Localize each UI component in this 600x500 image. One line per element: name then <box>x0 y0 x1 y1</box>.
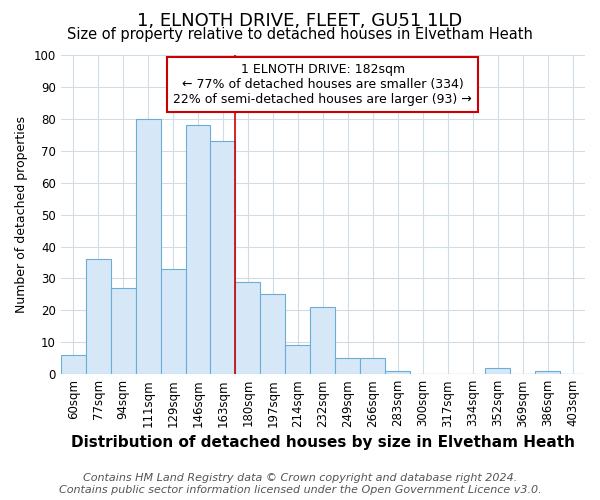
Text: Size of property relative to detached houses in Elvetham Heath: Size of property relative to detached ho… <box>67 28 533 42</box>
Text: Contains HM Land Registry data © Crown copyright and database right 2024.
Contai: Contains HM Land Registry data © Crown c… <box>59 474 541 495</box>
Bar <box>235 282 260 374</box>
Bar <box>260 294 286 374</box>
X-axis label: Distribution of detached houses by size in Elvetham Heath: Distribution of detached houses by size … <box>71 435 575 450</box>
Bar <box>360 358 385 374</box>
Y-axis label: Number of detached properties: Number of detached properties <box>15 116 28 313</box>
Bar <box>286 346 310 374</box>
Bar <box>185 125 211 374</box>
Bar <box>136 119 161 374</box>
Bar <box>61 355 86 374</box>
Bar <box>310 307 335 374</box>
Bar <box>335 358 360 374</box>
Bar <box>385 371 410 374</box>
Text: 1, ELNOTH DRIVE, FLEET, GU51 1LD: 1, ELNOTH DRIVE, FLEET, GU51 1LD <box>137 12 463 30</box>
Bar <box>161 269 185 374</box>
Bar <box>86 260 110 374</box>
Bar <box>211 141 235 374</box>
Bar <box>110 288 136 374</box>
Text: 1 ELNOTH DRIVE: 182sqm
← 77% of detached houses are smaller (334)
22% of semi-de: 1 ELNOTH DRIVE: 182sqm ← 77% of detached… <box>173 63 472 106</box>
Bar <box>535 371 560 374</box>
Bar <box>485 368 510 374</box>
